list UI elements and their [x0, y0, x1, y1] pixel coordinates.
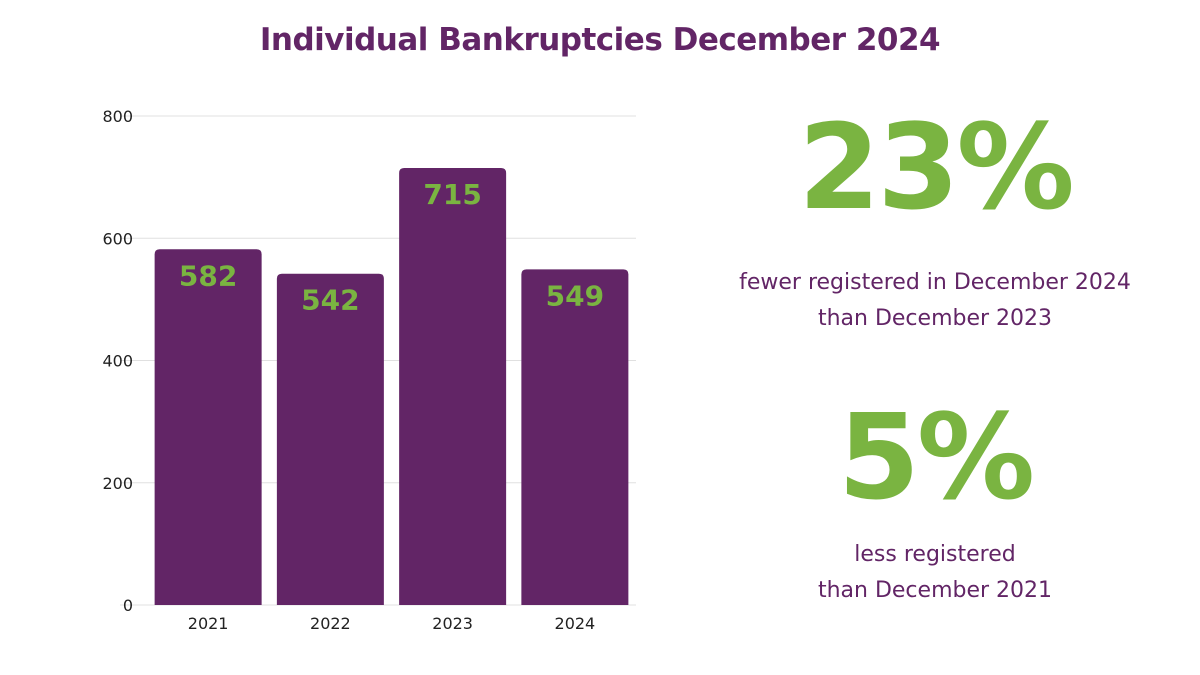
- chart-title: Individual Bankruptcies December 2024: [259, 22, 941, 58]
- stat-description-line: fewer registered in December 2024: [739, 270, 1131, 295]
- y-tick-label: 200: [102, 474, 133, 493]
- stat-description-2021: less registered than December 2021: [685, 537, 1185, 609]
- bar-2022: [276, 273, 384, 605]
- x-tick-label: 2021: [188, 614, 229, 633]
- x-tick-label: 2022: [310, 614, 351, 633]
- y-tick-label: 400: [102, 352, 133, 371]
- stat-description-line: less registered: [854, 542, 1016, 567]
- stat-value-percent-fewer-2023: 23%: [798, 98, 1074, 236]
- bar-value-labels: 582 542 715 549: [179, 178, 604, 317]
- y-tick-label: 600: [102, 229, 133, 248]
- bar-value-label: 582: [179, 259, 237, 292]
- bar-2024: [521, 269, 629, 605]
- stat-value-percent-less-2021: 5%: [837, 388, 1035, 526]
- bar-value-label: 542: [301, 284, 359, 317]
- bar-value-label: 715: [423, 178, 481, 211]
- y-tick-label: 0: [123, 596, 133, 615]
- bar-value-label: 549: [546, 279, 604, 312]
- stat-description-line: than December 2021: [817, 578, 1053, 603]
- stat-description-2023: fewer registered in December 2024 than D…: [685, 265, 1185, 337]
- x-tick-label: 2024: [555, 614, 596, 633]
- bar-2021: [154, 249, 262, 605]
- bars: [154, 167, 629, 606]
- y-tick-label: 800: [102, 107, 133, 126]
- x-tick-label: 2023: [432, 614, 473, 633]
- y-axis-ticks: 0 200 400 600 800: [102, 107, 133, 615]
- bar-2023: [399, 167, 507, 606]
- x-axis-ticks: 2021 2022 2023 2024: [188, 614, 595, 633]
- stat-description-line: than December 2023: [817, 306, 1053, 331]
